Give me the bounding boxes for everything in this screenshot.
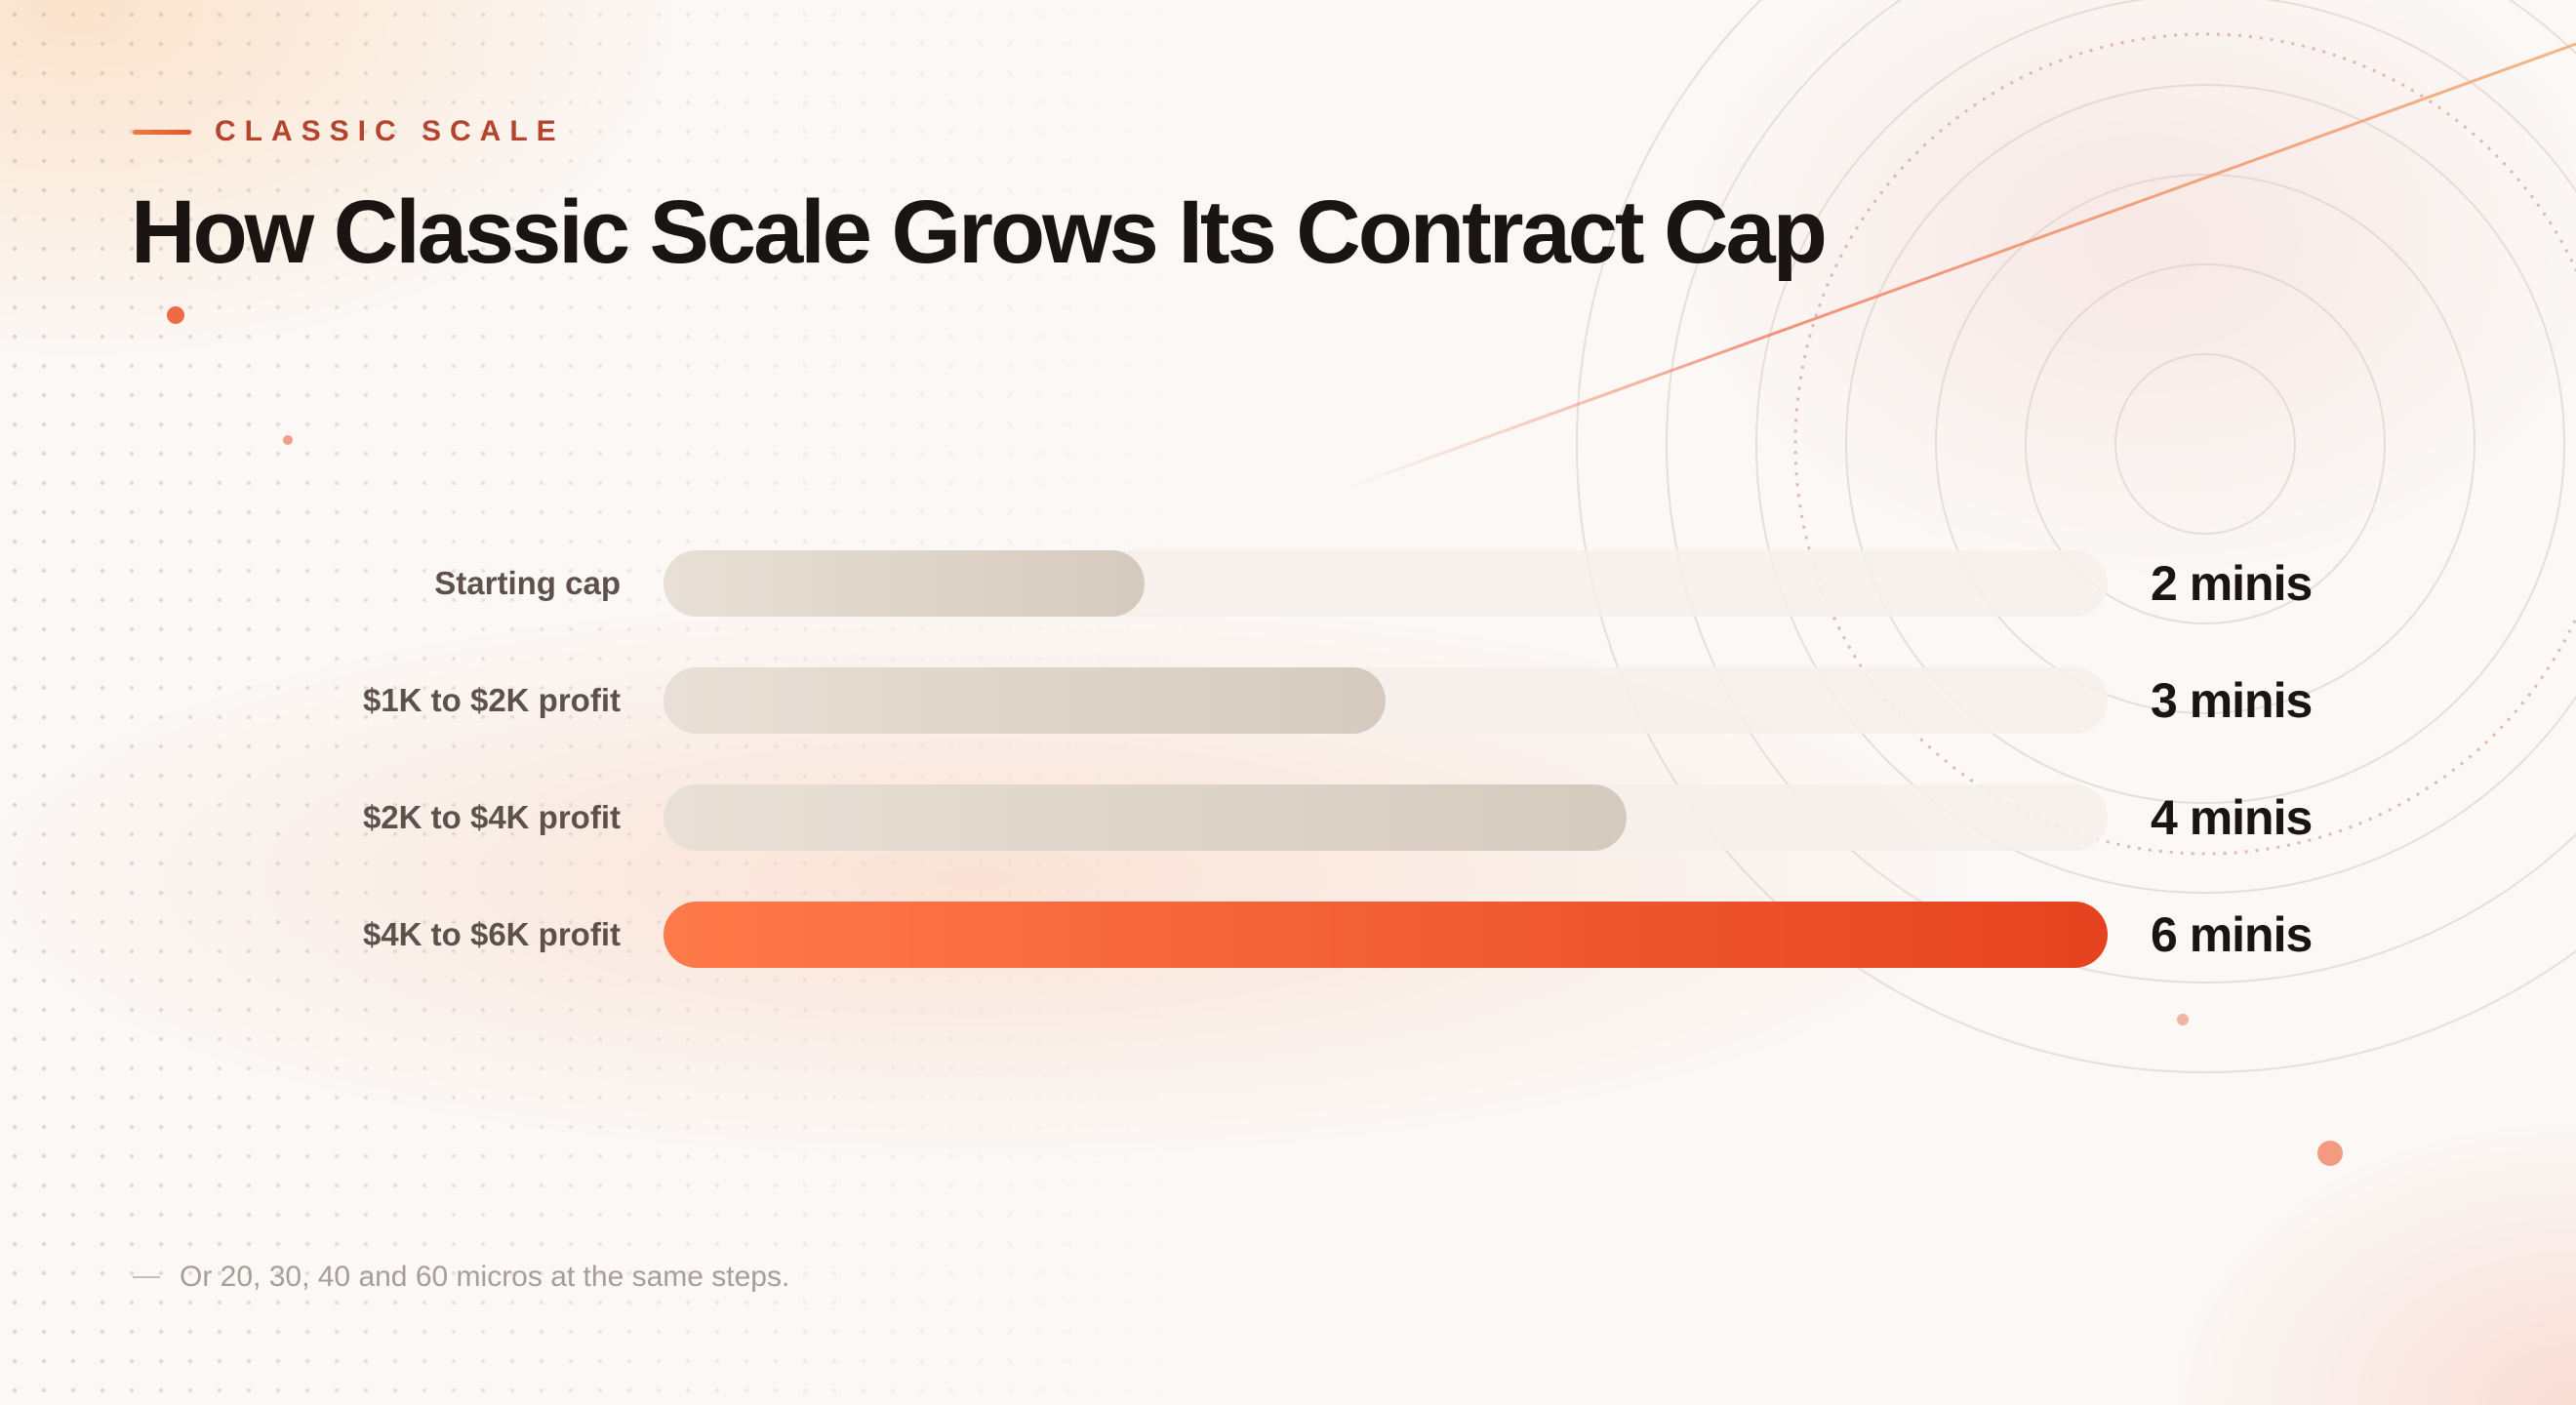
eyebrow-text: CLASSIC SCALE xyxy=(215,115,565,147)
footnote: Or 20, 30, 40 and 60 micros at the same … xyxy=(133,1261,789,1294)
bar-category-label: $2K to $4K profit xyxy=(362,799,621,835)
bar xyxy=(664,667,1386,734)
accent-dot xyxy=(283,435,293,445)
bar-value-label: 4 minis xyxy=(2151,790,2313,845)
accent-dot xyxy=(167,306,184,324)
bar-track xyxy=(664,784,2108,851)
eyebrow: CLASSIC SCALE xyxy=(133,115,565,148)
bar xyxy=(664,784,1627,851)
footnote-text: Or 20, 30, 40 and 60 micros at the same … xyxy=(180,1261,790,1293)
footnote-dash xyxy=(133,1276,160,1278)
bar-row: Starting cap 2 minis xyxy=(0,550,2576,617)
bar-track xyxy=(664,902,2108,968)
eyebrow-rule xyxy=(133,129,191,135)
bar-row: $1K to $2K profit 3 minis xyxy=(0,667,2576,734)
bar-value-label: 6 minis xyxy=(2151,907,2313,962)
accent-dot xyxy=(2177,1014,2189,1025)
bar-category-label: $4K to $6K profit xyxy=(362,916,621,952)
bar-track xyxy=(664,550,2108,617)
bar-category-label: $1K to $2K profit xyxy=(362,682,621,718)
bar-category-label: Starting cap xyxy=(434,565,621,601)
accent-dot xyxy=(2317,1141,2343,1166)
bar xyxy=(664,902,2108,968)
chart-title: How Classic Scale Grows Its Contract Cap xyxy=(131,182,1828,282)
bar-track xyxy=(664,667,2108,734)
bar-value-label: 3 minis xyxy=(2151,673,2313,728)
bar xyxy=(664,550,1145,617)
bar-row: $4K to $6K profit 6 minis xyxy=(0,902,2576,968)
bar-value-label: 2 minis xyxy=(2151,556,2313,611)
bar-row: $2K to $4K profit 4 minis xyxy=(0,784,2576,851)
